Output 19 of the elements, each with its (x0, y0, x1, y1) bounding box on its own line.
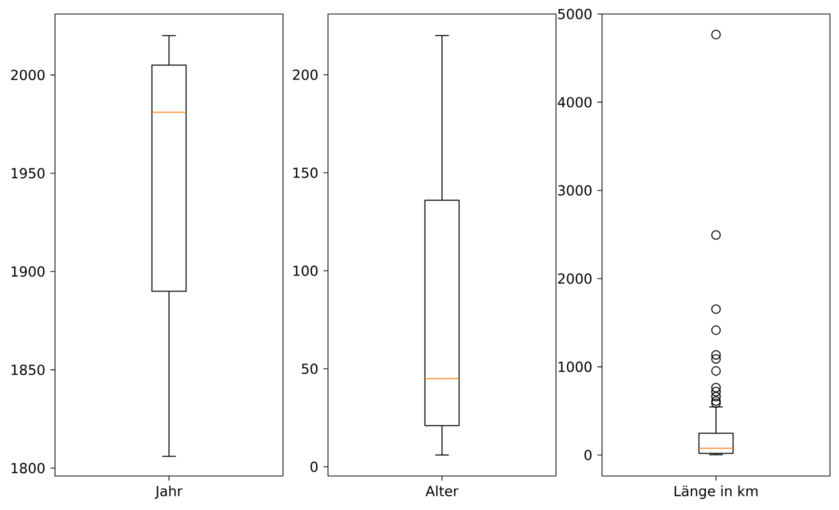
y-tick-label: 2000 (11, 70, 45, 80)
y-tick-label: 200 (293, 70, 318, 80)
y-tick-label: 1850 (12, 364, 45, 376)
y-tick-label: 50 (302, 364, 318, 374)
y-tick-label: 150 (294, 168, 318, 178)
y-tick-label: 2000 (558, 273, 592, 284)
x-tick-label: Alter (426, 486, 459, 496)
y-tick-label: 4000 (558, 96, 592, 108)
y-tick-label: 0 (310, 462, 318, 472)
y-tick-label: 100 (294, 266, 318, 276)
x-tick-label: Jahr (154, 486, 183, 499)
y-tick-label: 1900 (12, 266, 45, 277)
y-tick-label: 1000 (558, 362, 592, 372)
y-tick-label: 3000 (558, 185, 592, 196)
x-tick-label: Länge in km (674, 486, 758, 499)
y-tick-label: 1950 (12, 168, 45, 178)
y-tick-label: 1800 (12, 462, 45, 474)
y-tick-label: 0 (584, 450, 592, 460)
y-tick-label: 5000 (558, 8, 592, 20)
